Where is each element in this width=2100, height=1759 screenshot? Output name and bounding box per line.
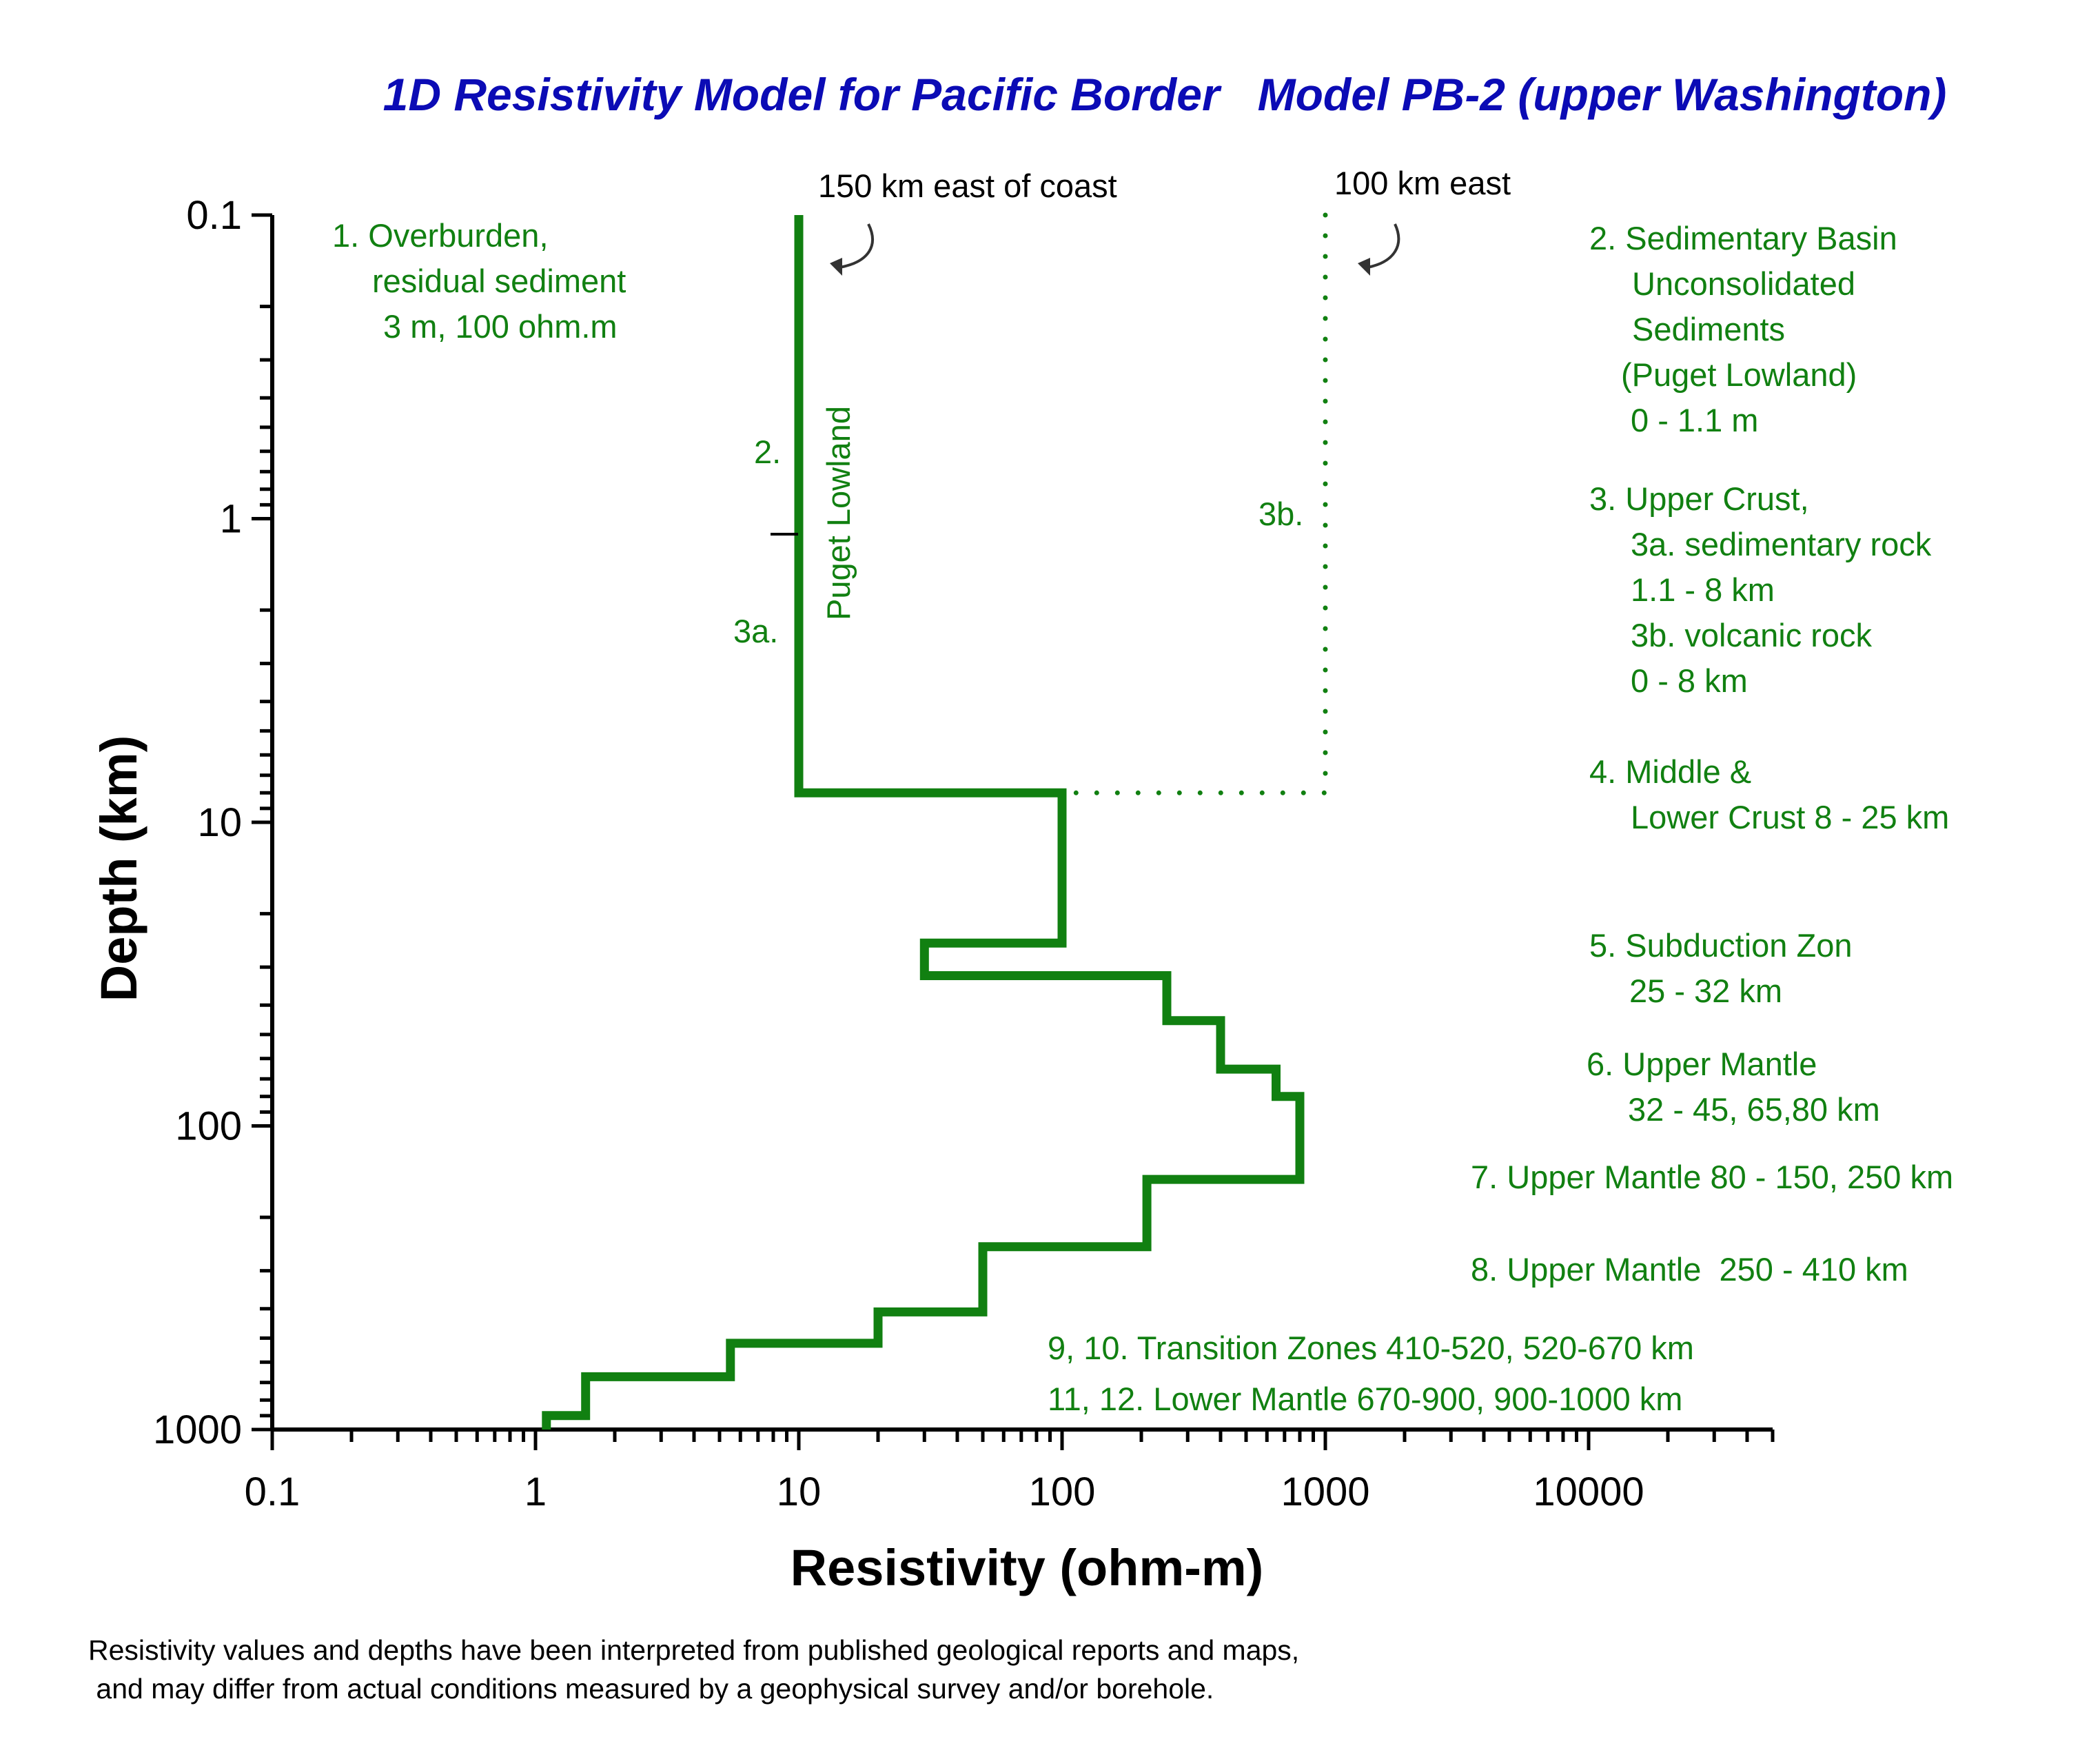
y-tick-label: 10 (197, 800, 242, 845)
series-150km-line (542, 215, 1305, 1430)
y-ticks (252, 213, 272, 1432)
layer3-annotation: 3. Upper Crust, 3a. sedimentary rock 1.1… (1589, 480, 1940, 699)
x-tick-label: 0.1 (245, 1470, 300, 1514)
arrowhead-150-icon (830, 258, 842, 276)
layer6-line1: 6. Upper Mantle (1587, 1046, 1817, 1082)
layer4-line2: Lower Crust 8 - 25 km (1631, 799, 1949, 835)
layer3-line3: 1.1 - 8 km (1631, 571, 1775, 608)
y-tick-label: 100 (175, 1104, 242, 1149)
layer5-line1: 5. Subduction Zon (1589, 927, 1853, 964)
layer5-line2: 25 - 32 km (1629, 973, 1782, 1009)
layer3-line5: 0 - 8 km (1631, 662, 1748, 699)
x-ticks (270, 1430, 1775, 1450)
chart-title: 1D Resistivity Model for Pacific Border … (383, 69, 1947, 120)
x-tick-labels: 0.1 1 10 100 1000 10000 (245, 1470, 1644, 1514)
layer2-line4: (Puget Lowland) (1621, 356, 1857, 393)
x-tick-label: 10 (777, 1470, 822, 1514)
axes: 0.1 1 10 100 1000 0.1 1 10 100 1000 10000 (153, 193, 1775, 1514)
layer3-line4: 3b. volcanic rock (1631, 617, 1873, 653)
x-tick-label: 1000 (1281, 1470, 1369, 1514)
puget-lowland-label: Puget Lowland (820, 406, 857, 620)
layer2-line3: Sediments (1632, 311, 1785, 347)
profile-150-label: 150 km east of coast (818, 167, 1117, 204)
y-axis-title: Depth (km) (90, 735, 147, 1001)
x-tick-label: 100 (1029, 1470, 1096, 1514)
footnote-line1: Resistivity values and depths have been … (88, 1634, 1299, 1666)
layer1-line1: 1. Overburden, (332, 217, 549, 254)
layer2-line1: 2. Sedimentary Basin (1589, 220, 1897, 256)
x-tick-label: 10000 (1533, 1470, 1644, 1514)
layer8-annotation: 8. Upper Mantle 250 - 410 km (1471, 1251, 1908, 1288)
y-tick-labels: 0.1 1 10 100 1000 (153, 193, 242, 1452)
layer6-annotation: 6. Upper Mantle 32 - 45, 65,80 km (1587, 1046, 1880, 1128)
footnote-line2: and may differ from actual conditions me… (88, 1673, 1214, 1705)
layer6-line2: 32 - 45, 65,80 km (1628, 1091, 1880, 1128)
layer9-10-annotation: 9, 10. Transition Zones 410-520, 520-670… (1048, 1330, 1694, 1366)
series-100km-line (1059, 212, 1328, 795)
footnote: Resistivity values and depths have been … (88, 1634, 1299, 1705)
layer1-line2: residual sediment (372, 263, 626, 299)
layer3-line2: 3a. sedimentary rock (1631, 526, 1932, 562)
layer4-line1: 4. Middle & (1589, 753, 1751, 790)
layer2-annotation: 2. Sedimentary Basin Unconsolidated Sedi… (1589, 220, 1906, 438)
label-3b: 3b. (1258, 496, 1303, 532)
layer1-line3: 3 m, 100 ohm.m (383, 308, 618, 345)
x-axis-title: Resistivity (ohm-m) (791, 1539, 1264, 1596)
arrow-100-icon (1367, 223, 1400, 269)
label-2: 2. (754, 434, 781, 470)
profile-100-label: 100 km east (1334, 165, 1511, 201)
y-tick-label: 0.1 (186, 193, 242, 238)
series-group (542, 212, 1328, 1430)
layer5-annotation: 5. Subduction Zon 25 - 32 km (1589, 927, 1862, 1009)
y-tick-label: 1 (220, 497, 242, 542)
x-tick-label: 1 (524, 1470, 547, 1514)
layer2-line5: 0 - 1.1 m (1631, 402, 1758, 438)
layer4-annotation: 4. Middle & Lower Crust 8 - 25 km (1589, 753, 1949, 835)
arrowhead-100-icon (1358, 258, 1370, 276)
layer1-annotation: 1. Overburden, residual sediment 3 m, 10… (332, 217, 635, 345)
layer2-line2: Unconsolidated (1632, 265, 1855, 302)
layer7-annotation: 7. Upper Mantle 80 - 150, 250 km (1471, 1159, 1953, 1195)
layer3-line1: 3. Upper Crust, (1589, 480, 1809, 517)
arrow-150-icon (839, 223, 874, 269)
layer11-12-annotation: 11, 12. Lower Mantle 670-900, 900-1000 k… (1048, 1381, 1682, 1417)
y-tick-label: 1000 (153, 1407, 242, 1452)
label-3a: 3a. (733, 613, 778, 649)
